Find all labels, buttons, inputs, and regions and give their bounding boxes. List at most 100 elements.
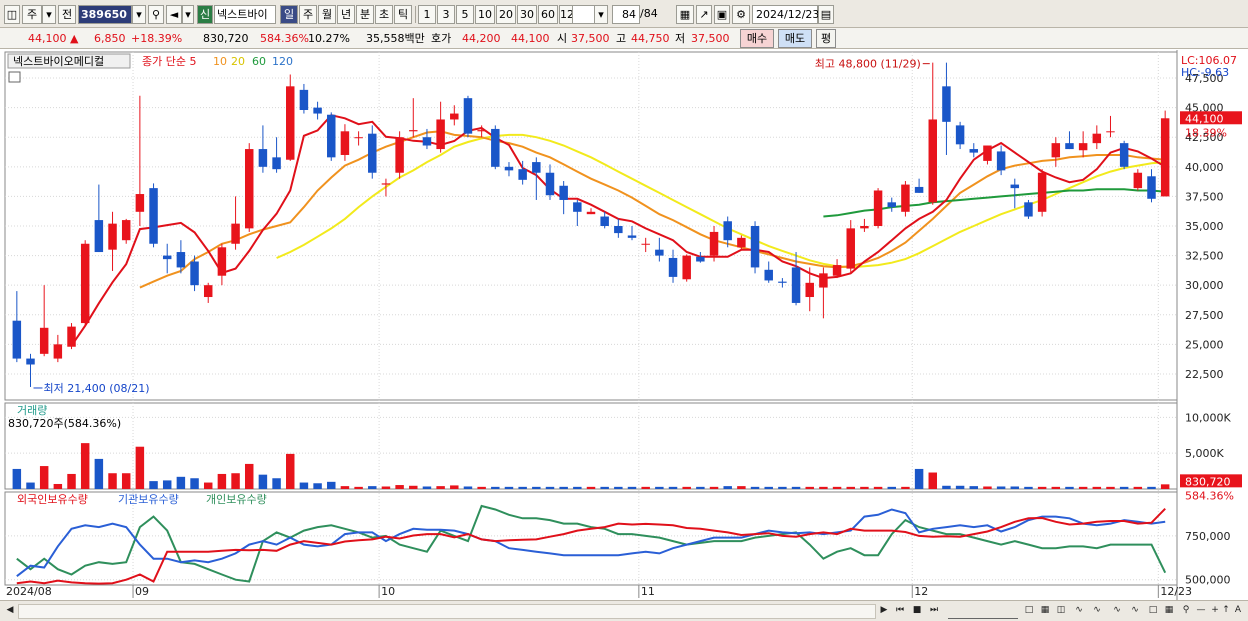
tool-icon-7[interactable]: ∿ — [1131, 605, 1139, 615]
sell-button[interactable]: 매도 — [778, 29, 812, 48]
candle-body — [327, 114, 336, 158]
candle-body — [942, 86, 951, 122]
candle-body — [80, 243, 90, 324]
stop-icon[interactable]: ■ — [912, 605, 922, 615]
volume-ratio: 584.36% — [260, 32, 309, 45]
scroll-right-icon[interactable]: ▶ — [880, 605, 888, 615]
volume-bar — [409, 485, 418, 489]
buy-button[interactable]: 매수 — [740, 29, 774, 48]
period-tab[interactable]: 년 — [337, 5, 355, 24]
chart-svg[interactable]: 47,50045,00042,50040,00037,50035,00032,5… — [0, 50, 1248, 600]
period-tab[interactable]: 주 — [299, 5, 317, 24]
save-icon[interactable]: ▣ — [714, 5, 730, 24]
period-tab[interactable]: 월 — [318, 5, 336, 24]
candle-body — [217, 247, 227, 276]
price-axis-label: 32,500 — [1185, 250, 1224, 263]
candle-body — [381, 183, 391, 185]
scroll-track[interactable] — [18, 604, 876, 619]
chart-scrollbar[interactable]: ◀ ▶ ⏮ ■ ⏭ □ ▦ ◫ ∿ ∿ ∿ ∿ □ ▦ ⚲ — + ↑ A — [0, 600, 1248, 621]
interval-tab[interactable]: 30 — [517, 5, 537, 24]
chart-type-dropdown-icon[interactable]: ▾ — [42, 5, 56, 24]
tool-icon-6[interactable]: ∿ — [1113, 605, 1121, 615]
volume-bar — [436, 486, 445, 489]
prev-button[interactable]: 전 — [58, 5, 76, 24]
interval-tab[interactable]: 60 — [538, 5, 558, 24]
tool-icon-3[interactable]: ◫ — [1056, 605, 1066, 615]
interval-tab[interactable]: 20 — [496, 5, 516, 24]
volume-bar — [873, 486, 883, 489]
price-change: 6,850 — [94, 32, 126, 45]
zoom-slider[interactable] — [948, 604, 1018, 619]
period-tab[interactable]: 일 — [280, 5, 298, 24]
trade-volume: 830,720 — [203, 32, 249, 45]
candle-body — [600, 216, 609, 226]
font-size-icon[interactable]: A — [1234, 605, 1242, 615]
zoom-in-icon[interactable]: + — [1211, 605, 1219, 615]
count-input[interactable]: 84 — [612, 5, 640, 24]
period-tab[interactable]: 분 — [356, 5, 374, 24]
volume-bar — [1147, 486, 1156, 489]
stock-code-input[interactable]: 389650 — [78, 5, 132, 24]
rewind-icon[interactable]: ⏮ — [895, 605, 905, 615]
chart-window-icon[interactable]: ◫ — [4, 5, 20, 24]
candle-body — [860, 226, 869, 229]
candle-body — [1119, 143, 1129, 167]
volume-bar — [477, 486, 486, 489]
avg-button[interactable]: 평 — [816, 29, 836, 48]
code-dropdown-icon[interactable]: ▾ — [132, 5, 146, 24]
volume-bar — [299, 482, 309, 489]
candle-body — [463, 98, 473, 134]
volume-bar — [1119, 486, 1129, 489]
candle-body — [518, 169, 527, 180]
candle-body — [176, 252, 186, 268]
ask-price: 44,100 — [511, 32, 550, 45]
scroll-up-icon[interactable]: ↑ — [1222, 605, 1230, 615]
tool-icon-5[interactable]: ∿ — [1093, 605, 1101, 615]
settings-gear-icon[interactable]: ⚙ — [732, 5, 750, 24]
candle-body — [299, 89, 309, 110]
search-icon[interactable]: ⚲ — [148, 5, 164, 24]
low-annotation: 최저 21,400 (08/21) — [44, 382, 150, 395]
candle-body — [914, 186, 924, 193]
volume-bar — [791, 486, 801, 489]
volume-bar — [545, 486, 555, 489]
chart-type-select[interactable]: 주 — [22, 5, 42, 24]
tool-icon-8[interactable]: □ — [1148, 605, 1158, 615]
calendar-icon[interactable]: ▤ — [818, 5, 834, 24]
price-axis-label: 30,000 — [1185, 279, 1224, 292]
interval-tab[interactable]: 10 — [475, 5, 495, 24]
zoom-search-icon[interactable]: ⚲ — [1182, 605, 1190, 615]
price-axis-label: 25,000 — [1185, 338, 1224, 351]
ma60-legend: 60 — [252, 55, 266, 68]
volume-title: 거래량 — [17, 404, 47, 417]
price-axis-label: 27,500 — [1185, 309, 1224, 322]
tool-icon-1[interactable]: □ — [1024, 605, 1034, 615]
period-tab[interactable]: 틱 — [394, 5, 412, 24]
stock-name-field[interactable]: 넥스트바이 — [214, 5, 276, 24]
candle-body — [190, 261, 199, 286]
candle-body — [627, 235, 637, 238]
tool-icon-9[interactable]: ▦ — [1164, 605, 1174, 615]
speaker-icon[interactable]: ◄ — [166, 5, 182, 24]
candle-body — [354, 137, 363, 139]
ma10-line — [139, 130, 1166, 289]
interval-tab[interactable]: 3 — [437, 5, 455, 24]
chart-area[interactable]: 47,500 45,000 42,500 40,000 37,500 35,000 32,5… — [0, 50, 1248, 600]
date-input[interactable]: 2024/12/23 — [752, 5, 819, 24]
interval-tab[interactable]: 1 — [418, 5, 436, 24]
ma10-legend: 10 — [213, 55, 227, 68]
volume-bar — [1065, 486, 1074, 489]
volume-bar — [1010, 486, 1020, 489]
interval-tab[interactable]: 5 — [456, 5, 474, 24]
period-tab[interactable]: 초 — [375, 5, 393, 24]
tool-icon-2[interactable]: ▦ — [1040, 605, 1050, 615]
zoom-out-icon[interactable]: — — [1196, 605, 1206, 615]
tool-icon-4[interactable]: ∿ — [1075, 605, 1083, 615]
fast-forward-icon[interactable]: ⏭ — [929, 605, 939, 615]
stock-code-value: 389650 — [81, 8, 127, 21]
draw-line-icon[interactable]: ↗ — [696, 5, 712, 24]
interval-dropdown-icon[interactable]: ▾ — [594, 5, 608, 24]
grid-icon[interactable]: ▦ — [676, 5, 694, 24]
speaker-dropdown-icon[interactable]: ▾ — [182, 5, 194, 24]
scroll-left-icon[interactable]: ◀ — [6, 605, 14, 615]
